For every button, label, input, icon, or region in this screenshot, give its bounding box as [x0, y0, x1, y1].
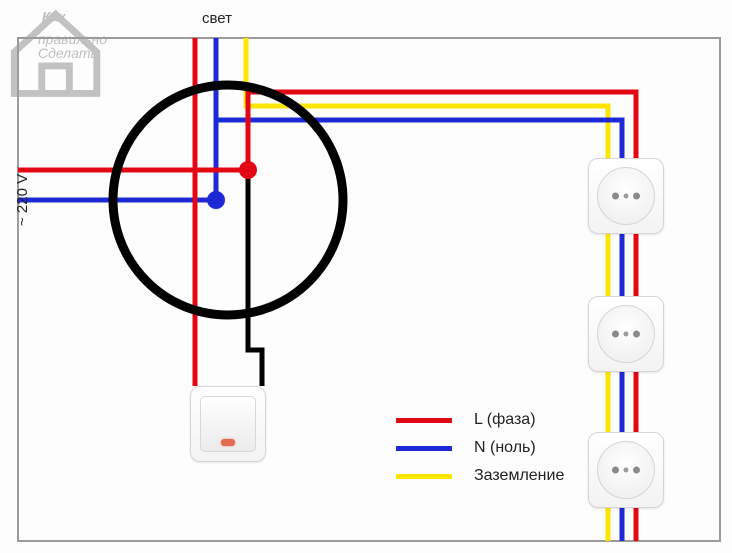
socket-ground-pin: [624, 194, 629, 199]
legend-swatch: [396, 446, 452, 451]
legend-label: L (фаза): [474, 411, 536, 429]
legend-row: Заземление: [396, 467, 564, 485]
legend-label: N (ноль): [474, 439, 536, 457]
legend-swatch: [396, 418, 452, 423]
light-switch[interactable]: [190, 386, 266, 462]
socket-face: [597, 167, 655, 225]
legend-row: N (ноль): [396, 439, 564, 457]
label-220v: ~ 220 V: [14, 174, 31, 226]
node-live: [239, 161, 257, 179]
switch-indicator-led: [221, 439, 235, 446]
socket-hole-left: [612, 193, 619, 200]
power-socket-1[interactable]: [588, 158, 664, 234]
legend-row: L (фаза): [396, 411, 564, 429]
legend: L (фаза) N (ноль) Заземление: [396, 411, 564, 495]
socket-hole-right: [633, 193, 640, 200]
legend-swatch: [396, 474, 452, 479]
socket-hole-right: [633, 331, 640, 338]
legend-label: Заземление: [474, 467, 564, 485]
socket-hole-left: [612, 331, 619, 338]
socket-face: [597, 441, 655, 499]
power-socket-3[interactable]: [588, 432, 664, 508]
socket-ground-pin: [624, 332, 629, 337]
node-neutral: [207, 191, 225, 209]
wire-switch-return: [248, 170, 262, 386]
socket-face: [597, 305, 655, 363]
socket-hole-right: [633, 467, 640, 474]
socket-hole-left: [612, 467, 619, 474]
label-svet: свет: [202, 10, 232, 27]
power-socket-2[interactable]: [588, 296, 664, 372]
socket-ground-pin: [624, 468, 629, 473]
